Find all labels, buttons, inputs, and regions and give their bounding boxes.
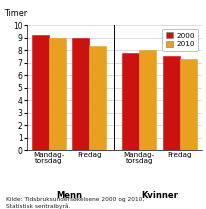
- Bar: [163, 56, 180, 150]
- Text: Kvinner: Kvinner: [141, 191, 178, 200]
- Text: Kilde: Tidsbruksundersøkelsene 2000 og 2010,
Statistisk sentralbyrå.: Kilde: Tidsbruksundersøkelsene 2000 og 2…: [6, 197, 144, 209]
- Bar: [139, 50, 156, 150]
- Bar: [180, 59, 197, 150]
- Bar: [32, 35, 49, 150]
- Bar: [73, 38, 89, 150]
- Text: Menn: Menn: [56, 191, 82, 200]
- Legend: 2000, 2010: 2000, 2010: [163, 29, 198, 51]
- Bar: [49, 38, 66, 150]
- Text: Timer: Timer: [4, 9, 27, 18]
- Bar: [122, 53, 139, 150]
- Bar: [89, 46, 106, 150]
